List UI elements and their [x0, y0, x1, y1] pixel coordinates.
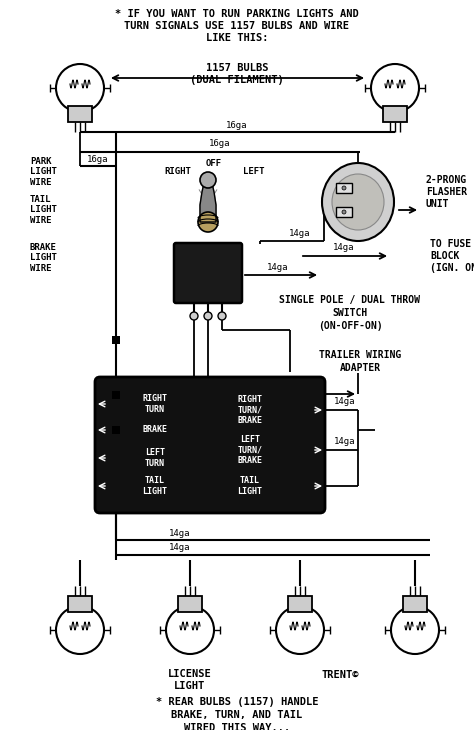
- Text: 1157 BULBS: 1157 BULBS: [206, 63, 268, 73]
- Text: (ON-OFF-ON): (ON-OFF-ON): [318, 321, 383, 331]
- Text: TO FUSE
BLOCK
(IGN. ON): TO FUSE BLOCK (IGN. ON): [430, 239, 474, 272]
- Text: 14ga: 14ga: [169, 544, 191, 553]
- Text: 16ga: 16ga: [87, 155, 109, 164]
- Text: 16ga: 16ga: [226, 120, 248, 129]
- Text: 2-PRONG
FLASHER
UNIT: 2-PRONG FLASHER UNIT: [426, 175, 467, 209]
- Text: TRENT©: TRENT©: [321, 670, 359, 680]
- Text: LEFT: LEFT: [243, 167, 265, 177]
- Text: RIGHT
TURN: RIGHT TURN: [143, 394, 167, 414]
- Circle shape: [198, 212, 218, 232]
- Text: 14ga: 14ga: [334, 437, 356, 447]
- Circle shape: [200, 172, 216, 188]
- Bar: [112, 336, 120, 344]
- Text: BRAKE, TURN, AND TAIL: BRAKE, TURN, AND TAIL: [172, 710, 302, 720]
- Text: LEFT
TURN/
BRAKE: LEFT TURN/ BRAKE: [237, 435, 263, 465]
- Text: TAIL
LIGHT
WIRE: TAIL LIGHT WIRE: [30, 195, 57, 225]
- Text: TURN SIGNALS USE 1157 BULBS AND WIRE: TURN SIGNALS USE 1157 BULBS AND WIRE: [125, 21, 349, 31]
- Text: 14ga: 14ga: [333, 244, 355, 253]
- Bar: [336, 207, 352, 217]
- Bar: [383, 106, 407, 122]
- Text: ADAPTER: ADAPTER: [339, 363, 381, 373]
- Bar: [68, 596, 92, 612]
- Text: TAIL
LIGHT: TAIL LIGHT: [237, 476, 263, 496]
- Text: SINGLE POLE / DUAL THROW: SINGLE POLE / DUAL THROW: [280, 295, 420, 305]
- Text: * IF YOU WANT TO RUN PARKING LIGHTS AND: * IF YOU WANT TO RUN PARKING LIGHTS AND: [115, 9, 359, 19]
- Ellipse shape: [332, 174, 384, 230]
- Text: OFF: OFF: [206, 159, 222, 169]
- Text: * REAR BULBS (1157) HANDLE: * REAR BULBS (1157) HANDLE: [156, 697, 318, 707]
- Bar: [336, 183, 352, 193]
- Text: 14ga: 14ga: [334, 398, 356, 407]
- FancyBboxPatch shape: [95, 377, 325, 513]
- Text: LIKE THIS:: LIKE THIS:: [206, 33, 268, 43]
- Text: 16ga: 16ga: [209, 139, 231, 148]
- Circle shape: [218, 312, 226, 320]
- FancyBboxPatch shape: [174, 243, 242, 303]
- Bar: [68, 106, 92, 122]
- Bar: [112, 426, 120, 434]
- Circle shape: [166, 606, 214, 654]
- Bar: [288, 596, 312, 612]
- Circle shape: [391, 606, 439, 654]
- Circle shape: [56, 606, 104, 654]
- Text: LEFT
TURN: LEFT TURN: [145, 448, 165, 468]
- Text: 14ga: 14ga: [289, 228, 311, 237]
- Text: 14ga: 14ga: [267, 263, 289, 272]
- Circle shape: [204, 312, 212, 320]
- Circle shape: [371, 64, 419, 112]
- Polygon shape: [200, 183, 216, 222]
- Circle shape: [276, 606, 324, 654]
- Circle shape: [190, 312, 198, 320]
- Bar: [403, 596, 427, 612]
- Text: (DUAL FILAMENT): (DUAL FILAMENT): [190, 75, 284, 85]
- Text: LICENSE
LIGHT: LICENSE LIGHT: [168, 669, 212, 691]
- Text: TAIL
LIGHT: TAIL LIGHT: [143, 476, 167, 496]
- Circle shape: [342, 210, 346, 214]
- Text: PARK
LIGHT
WIRE: PARK LIGHT WIRE: [30, 157, 57, 187]
- Bar: [178, 596, 202, 612]
- Text: RIGHT: RIGHT: [164, 167, 191, 177]
- Text: RIGHT
TURN/
BRAKE: RIGHT TURN/ BRAKE: [237, 395, 263, 425]
- Text: SWITCH: SWITCH: [332, 308, 368, 318]
- Text: BRAKE
LIGHT
WIRE: BRAKE LIGHT WIRE: [30, 243, 57, 273]
- Text: ON-OFF-ON: ON-OFF-ON: [180, 265, 236, 275]
- Text: TRAILER WIRING: TRAILER WIRING: [319, 350, 401, 360]
- Text: WIRED THIS WAY...: WIRED THIS WAY...: [184, 723, 290, 730]
- Ellipse shape: [322, 163, 394, 241]
- Text: 14ga: 14ga: [169, 529, 191, 537]
- Text: BRAKE: BRAKE: [143, 426, 167, 434]
- Circle shape: [342, 186, 346, 190]
- Bar: [112, 391, 120, 399]
- Circle shape: [56, 64, 104, 112]
